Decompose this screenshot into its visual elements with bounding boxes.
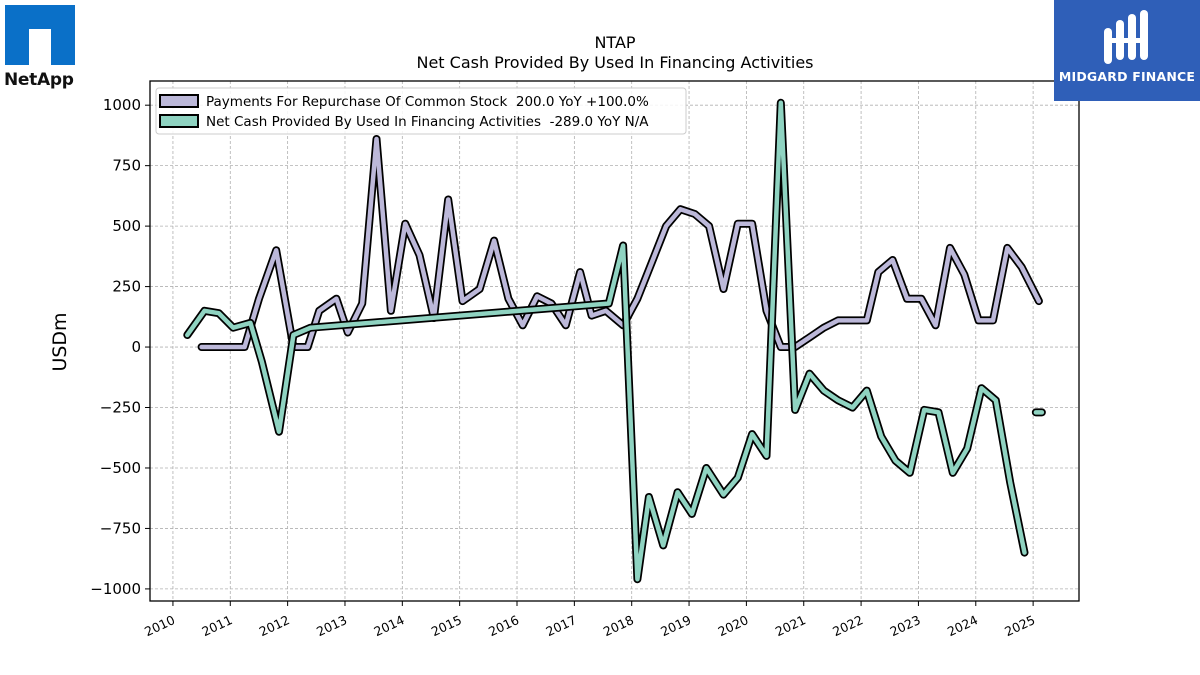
midgard-emblem-icon	[1104, 10, 1148, 64]
chart-subtitle: Net Cash Provided By Used In Financing A…	[416, 53, 813, 72]
series-lines	[183, 98, 1046, 584]
y-tick-label: −500	[100, 459, 141, 477]
y-tick-label: −750	[100, 519, 141, 537]
legend-swatch	[159, 114, 199, 128]
x-tick-label: 2012	[257, 612, 292, 639]
legend-label: Payments For Repurchase Of Common Stock …	[206, 94, 649, 110]
financing-series-line	[185, 100, 1027, 582]
x-tick-label: 2014	[371, 612, 406, 639]
x-tick-label: 2018	[601, 612, 636, 639]
netapp-logo-mark	[5, 5, 75, 65]
y-tick-label: −1000	[90, 580, 141, 598]
grid	[150, 81, 1079, 601]
x-tick-label: 2010	[142, 612, 177, 639]
x-tick-label: 2016	[486, 612, 521, 639]
y-axis-label: USDm	[49, 312, 71, 371]
midgard-finance-logo: MIDGARD FINANCE	[1054, 0, 1200, 101]
x-tick-label: 2023	[888, 612, 923, 639]
y-tick-label: 0	[131, 338, 141, 356]
legend-label: Net Cash Provided By Used In Financing A…	[206, 114, 649, 130]
legend: Payments For Repurchase Of Common Stock …	[155, 87, 687, 135]
y-tick-label: −250	[100, 399, 141, 417]
x-tick-label: 2020	[715, 612, 750, 639]
chart-title: NTAP	[594, 33, 635, 52]
x-tick-label: 2021	[773, 612, 808, 639]
midgard-logo-text: MIDGARD FINANCE	[1058, 69, 1196, 84]
x-tick-label: 2017	[543, 612, 578, 639]
y-tick-label: 500	[112, 217, 141, 235]
y-tick-label: 750	[112, 157, 141, 175]
x-tick-label: 2015	[429, 612, 464, 639]
netapp-logo-text: NetApp	[4, 70, 74, 90]
y-tick-label: 250	[112, 278, 141, 296]
x-tick-label: 2011	[199, 612, 234, 639]
x-tick-label: 2022	[830, 612, 865, 639]
plot-frame	[149, 80, 1080, 602]
netapp-logo: NetApp	[4, 4, 84, 94]
y-tick-label: 1000	[103, 96, 141, 114]
legend-box	[155, 87, 687, 135]
x-tick-label: 2019	[658, 612, 693, 639]
axes: −1000 −750 −500 −250 0 250 500 750 1000 2010 2011 2…	[90, 96, 1037, 639]
legend-swatch	[159, 94, 199, 108]
x-tick-label: 2024	[945, 612, 980, 639]
x-tick-label: 2013	[314, 612, 349, 639]
x-tick-label: 2025	[1002, 612, 1037, 639]
